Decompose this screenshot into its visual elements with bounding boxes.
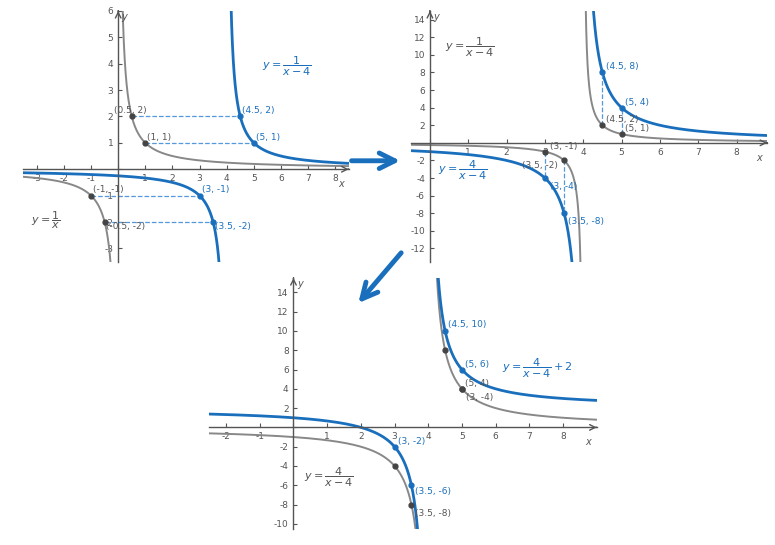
Text: $y=\dfrac{4}{x-4}$: $y=\dfrac{4}{x-4}$ — [438, 159, 487, 182]
Text: (3, -4): (3, -4) — [549, 181, 577, 191]
Text: (3.5, -2): (3.5, -2) — [522, 161, 558, 171]
Text: (3.5, -8): (3.5, -8) — [568, 217, 604, 226]
Text: $y=\dfrac{1}{x}$: $y=\dfrac{1}{x}$ — [31, 210, 61, 231]
Text: $y$: $y$ — [298, 279, 305, 291]
Text: (4.5, 8): (4.5, 8) — [606, 62, 639, 71]
Text: (-0.5, -2): (-0.5, -2) — [106, 222, 145, 232]
Text: (5, 1): (5, 1) — [625, 124, 649, 134]
Text: (-1, -1): (-1, -1) — [93, 185, 124, 195]
Text: $y=\dfrac{1}{x-4}$: $y=\dfrac{1}{x-4}$ — [262, 54, 312, 77]
Text: $y$: $y$ — [122, 12, 129, 24]
Text: (5, 4): (5, 4) — [625, 98, 649, 107]
Text: $y=\dfrac{1}{x-4}$: $y=\dfrac{1}{x-4}$ — [446, 35, 495, 59]
Text: (3.5, -2): (3.5, -2) — [215, 222, 251, 232]
Text: (4.5, 2): (4.5, 2) — [243, 106, 275, 116]
Text: $x$: $x$ — [338, 179, 346, 189]
Text: (5, 6): (5, 6) — [465, 360, 490, 368]
Text: (3, -1): (3, -1) — [202, 185, 229, 195]
Text: $y=\dfrac{4}{x-4}+2$: $y=\dfrac{4}{x-4}+2$ — [502, 356, 574, 380]
Text: (4.5, 10): (4.5, 10) — [449, 320, 487, 329]
Text: (1, 1): (1, 1) — [147, 132, 171, 142]
Text: $y=\dfrac{4}{x-4}$: $y=\dfrac{4}{x-4}$ — [304, 465, 353, 489]
Text: (3, -4): (3, -4) — [466, 393, 493, 402]
Text: (4.5, 2): (4.5, 2) — [606, 115, 639, 124]
Text: (3.5, -6): (3.5, -6) — [415, 487, 451, 496]
Text: $y$: $y$ — [433, 12, 442, 24]
Text: $x$: $x$ — [756, 153, 764, 163]
Text: (5, 4): (5, 4) — [465, 379, 489, 388]
Text: (3, -2): (3, -2) — [398, 437, 425, 446]
Text: (3, -1): (3, -1) — [549, 142, 577, 151]
Text: (0.5, 2): (0.5, 2) — [114, 106, 146, 116]
Text: (3.5, -8): (3.5, -8) — [415, 509, 451, 518]
Text: (5, 1): (5, 1) — [256, 132, 280, 142]
Text: $x$: $x$ — [585, 438, 593, 447]
